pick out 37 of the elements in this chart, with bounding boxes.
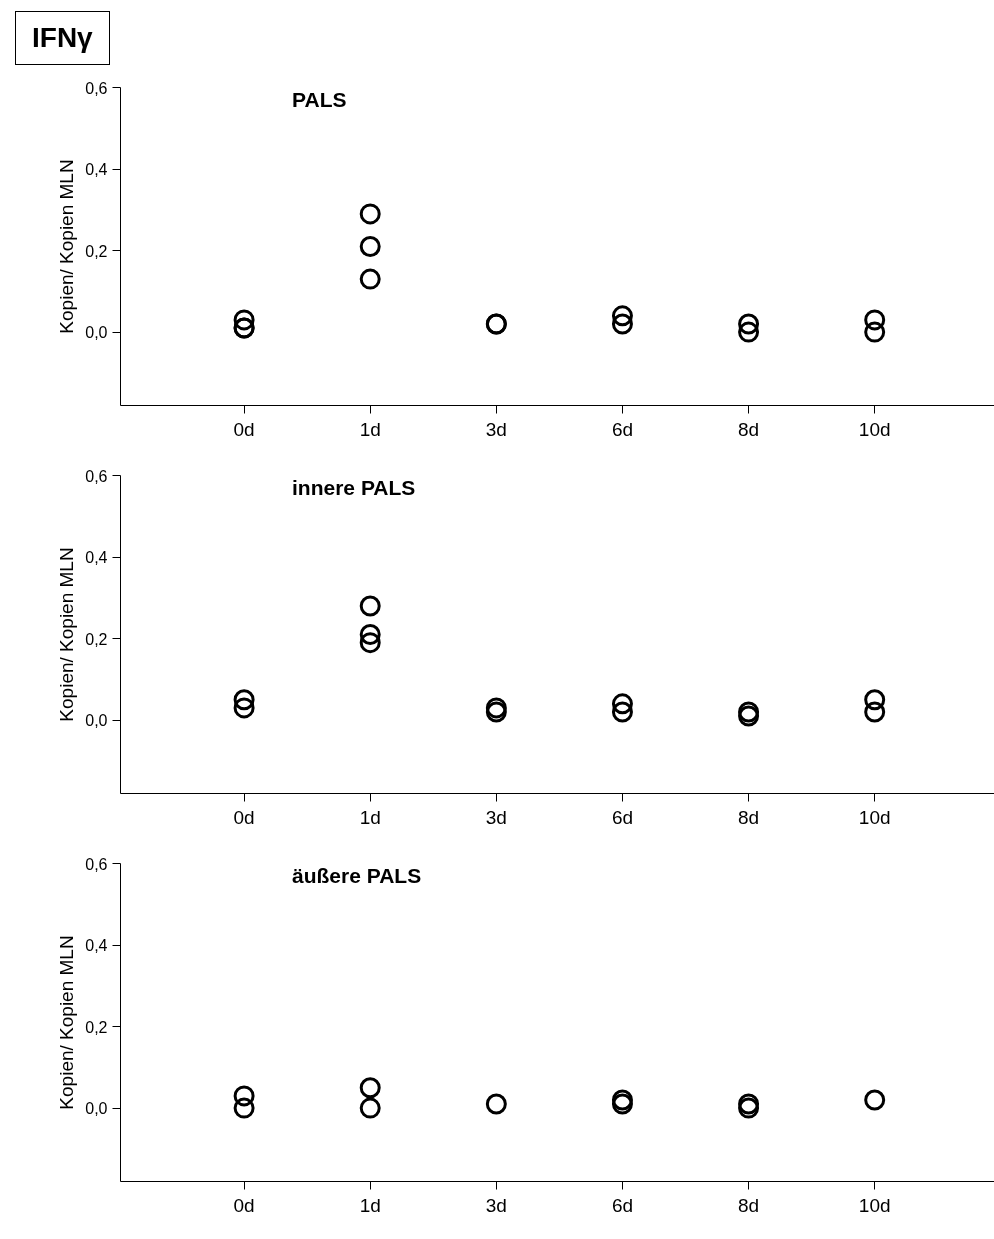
x-tick-label: 3d <box>485 418 507 440</box>
y-tick-label: 0,0 <box>85 324 108 342</box>
y-tick-label: 0,4 <box>85 937 108 955</box>
x-tick-label: 8d <box>738 806 760 828</box>
x-tick-label: 10d <box>858 418 891 440</box>
y-tick-label: 0,0 <box>85 712 108 730</box>
x-tick-label: 0d <box>233 1194 255 1216</box>
y-tick-label: 0,4 <box>85 549 108 567</box>
x-tick-label: 1d <box>359 1194 381 1216</box>
y-tick-label: 0,2 <box>85 630 108 648</box>
chart-title: äußere PALS <box>292 863 422 887</box>
y-tick-label: 0,2 <box>85 242 108 260</box>
x-tick-label: 3d <box>485 806 507 828</box>
x-tick-label: 10d <box>858 806 891 828</box>
x-tick-label: 8d <box>738 418 760 440</box>
x-tick-label: 3d <box>485 1194 507 1216</box>
x-tick-label: 0d <box>233 418 255 440</box>
x-tick-label: 6d <box>611 806 634 828</box>
text: IFNγ <box>15 11 110 65</box>
y-axis-title: Kopien/ Kopien MLN <box>56 159 78 334</box>
y-tick-label: 0,6 <box>85 79 108 97</box>
y-tick-label: 0,6 <box>85 855 108 873</box>
x-tick-label: 1d <box>359 418 381 440</box>
x-tick-label: 6d <box>611 1194 634 1216</box>
x-tick-label: 6d <box>611 418 634 440</box>
chart-title: innere PALS <box>292 475 416 499</box>
x-tick-label: 0d <box>233 806 255 828</box>
y-axis-title: Kopien/ Kopien MLN <box>56 547 78 722</box>
x-tick-label: 10d <box>858 1194 891 1216</box>
x-tick-label: 1d <box>359 806 381 828</box>
y-axis-title: Kopien/ Kopien MLN <box>56 935 78 1110</box>
y-tick-label: 0,4 <box>85 161 108 179</box>
x-tick-label: 8d <box>738 1194 760 1216</box>
chart-title: PALS <box>292 87 347 111</box>
y-tick-label: 0,6 <box>85 467 108 485</box>
y-tick-label: 0,2 <box>85 1018 108 1036</box>
y-tick-label: 0,0 <box>85 1100 108 1118</box>
